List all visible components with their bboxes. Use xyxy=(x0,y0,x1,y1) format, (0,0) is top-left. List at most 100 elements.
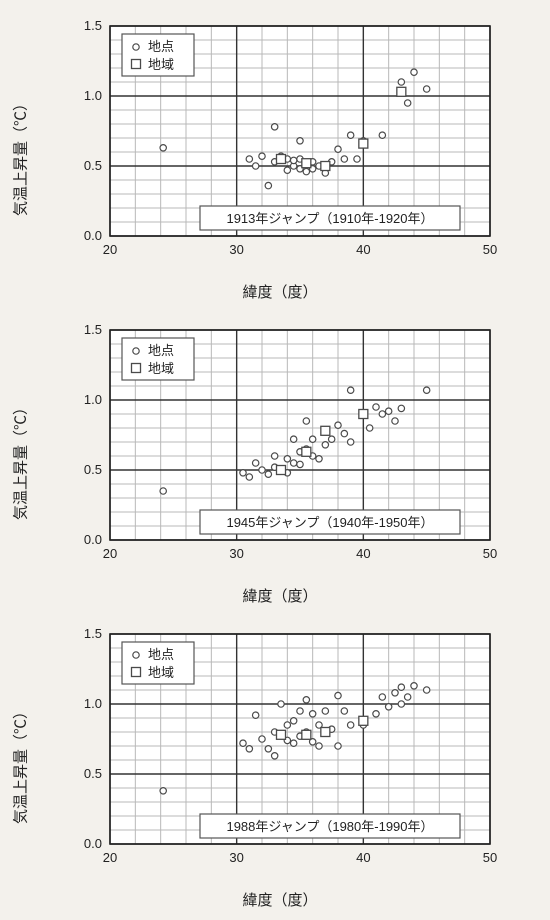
x-tick-label: 30 xyxy=(229,242,243,257)
data-point-circle xyxy=(252,712,258,718)
data-point-circle xyxy=(246,474,252,480)
chart-caption: 1913年ジャンプ（1910年-1920年） xyxy=(226,211,433,226)
data-point-circle xyxy=(240,470,246,476)
data-point-circle xyxy=(290,460,296,466)
data-point-circle xyxy=(290,436,296,442)
data-point-square xyxy=(277,730,286,739)
data-point-circle xyxy=(335,692,341,698)
x-axis-label: 緯度（度） xyxy=(242,281,317,302)
chart-caption: 1945年ジャンプ（1940年-1950年） xyxy=(226,515,433,530)
data-point-circle xyxy=(303,697,309,703)
x-axis-label: 緯度（度） xyxy=(242,889,317,910)
scatter-panel-2: 203040500.00.51.01.5地点地域1988年ジャンプ（1980年-… xyxy=(50,624,510,904)
data-point-circle xyxy=(240,740,246,746)
data-point-circle xyxy=(284,722,290,728)
data-point-circle xyxy=(297,138,303,144)
data-point-circle xyxy=(259,736,265,742)
data-point-square xyxy=(302,447,311,456)
data-point-square xyxy=(277,155,286,164)
x-tick-label: 40 xyxy=(356,546,370,561)
data-point-circle xyxy=(290,157,296,163)
data-point-circle xyxy=(265,182,271,188)
data-point-circle xyxy=(303,168,309,174)
data-point-circle xyxy=(373,711,379,717)
data-point-square xyxy=(321,162,330,171)
data-point-circle xyxy=(160,788,166,794)
legend-label-circle: 地点 xyxy=(148,343,174,358)
data-point-circle xyxy=(398,79,404,85)
data-point-circle xyxy=(271,753,277,759)
chart-caption: 1988年ジャンプ（1980年-1990年） xyxy=(226,819,433,834)
data-point-square xyxy=(302,730,311,739)
data-point-circle xyxy=(341,430,347,436)
legend: 地点地域 xyxy=(122,34,194,76)
x-tick-label: 40 xyxy=(356,850,370,865)
data-point-square xyxy=(359,410,368,419)
data-point-square xyxy=(277,466,286,475)
x-tick-label: 50 xyxy=(483,850,497,865)
data-point-circle xyxy=(392,418,398,424)
data-point-square xyxy=(321,728,330,737)
data-point-circle xyxy=(284,456,290,462)
y-tick-label: 1.5 xyxy=(84,18,102,33)
data-point-circle xyxy=(379,411,385,417)
data-point-circle xyxy=(398,405,404,411)
data-point-circle xyxy=(385,704,391,710)
y-tick-label: 0.0 xyxy=(84,228,102,243)
data-point-circle xyxy=(347,387,353,393)
data-point-circle xyxy=(252,163,258,169)
y-axis-label: 気温上昇量（℃） xyxy=(10,400,31,520)
y-tick-label: 1.5 xyxy=(84,626,102,641)
data-point-square xyxy=(397,87,406,96)
y-tick-label: 1.0 xyxy=(84,696,102,711)
data-point-circle xyxy=(309,711,315,717)
data-point-circle xyxy=(297,708,303,714)
data-point-circle xyxy=(404,694,410,700)
data-point-circle xyxy=(341,156,347,162)
data-point-circle xyxy=(379,132,385,138)
scatter-panel-1: 203040500.00.51.01.5地点地域1945年ジャンプ（1940年-… xyxy=(50,320,510,600)
y-tick-label: 0.5 xyxy=(84,462,102,477)
legend-label-circle: 地点 xyxy=(148,647,174,662)
data-point-circle xyxy=(366,425,372,431)
data-point-circle xyxy=(379,694,385,700)
data-point-circle xyxy=(423,387,429,393)
data-point-circle xyxy=(335,146,341,152)
x-tick-label: 20 xyxy=(103,242,117,257)
x-tick-label: 40 xyxy=(356,242,370,257)
data-point-circle xyxy=(265,471,271,477)
legend: 地点地域 xyxy=(122,338,194,380)
data-point-circle xyxy=(398,684,404,690)
x-tick-label: 50 xyxy=(483,242,497,257)
y-tick-label: 0.0 xyxy=(84,836,102,851)
y-axis-label: 気温上昇量（℃） xyxy=(10,704,31,824)
chart-page: 203040500.00.51.01.5地点地域1913年ジャンプ（1910年-… xyxy=(0,0,550,920)
data-point-circle xyxy=(290,740,296,746)
data-point-square xyxy=(359,139,368,148)
data-point-circle xyxy=(335,422,341,428)
data-point-circle xyxy=(354,156,360,162)
scatter-panel-0: 203040500.00.51.01.5地点地域1913年ジャンプ（1910年-… xyxy=(50,16,510,296)
y-tick-label: 0.0 xyxy=(84,532,102,547)
data-point-circle xyxy=(385,408,391,414)
data-point-circle xyxy=(271,124,277,130)
data-point-circle xyxy=(411,69,417,75)
data-point-circle xyxy=(373,404,379,410)
y-tick-label: 1.5 xyxy=(84,322,102,337)
legend-label-circle: 地点 xyxy=(148,39,174,54)
data-point-circle xyxy=(392,690,398,696)
x-tick-label: 20 xyxy=(103,850,117,865)
legend: 地点地域 xyxy=(122,642,194,684)
data-point-square xyxy=(359,716,368,725)
data-point-circle xyxy=(411,683,417,689)
y-tick-label: 0.5 xyxy=(84,766,102,781)
x-tick-label: 20 xyxy=(103,546,117,561)
data-point-circle xyxy=(347,722,353,728)
data-point-circle xyxy=(316,456,322,462)
data-point-circle xyxy=(398,701,404,707)
data-point-circle xyxy=(322,708,328,714)
legend-label-square: 地域 xyxy=(148,361,174,376)
data-point-circle xyxy=(341,708,347,714)
data-point-circle xyxy=(284,167,290,173)
data-point-circle xyxy=(252,460,258,466)
